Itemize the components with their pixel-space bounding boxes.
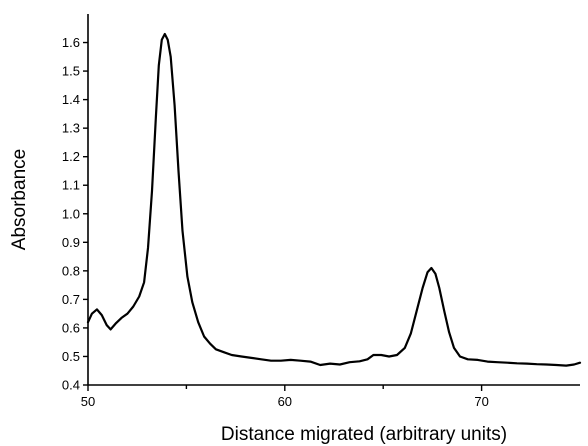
absorbance-series-line — [86, 32, 582, 367]
y-tick-label: 0.9 — [62, 235, 80, 250]
x-tick-label: 70 — [474, 394, 488, 409]
y-tick-label: 1.4 — [62, 92, 80, 107]
y-tick-label: 1.3 — [62, 121, 80, 136]
y-tick-label: 0.4 — [62, 378, 80, 393]
y-tick-label: 1.2 — [62, 149, 80, 164]
y-tick-label: 0.6 — [62, 320, 80, 335]
y-tick-label: 1.5 — [62, 64, 80, 79]
y-axis-title: Absorbance — [9, 149, 30, 250]
y-tick-label: 0.5 — [62, 349, 80, 364]
y-tick-label: 1.0 — [62, 206, 80, 221]
series-layer — [86, 32, 582, 367]
y-tick-label: 0.7 — [62, 292, 80, 307]
x-tick-label: 60 — [278, 394, 292, 409]
y-tick-label: 1.6 — [62, 35, 80, 50]
x-axis-title: Distance migrated (arbitrary units) — [221, 424, 507, 445]
y-axis-ticks: 0.4 0.5 0.6 0.7 0.8 0.9 1.0 1.1 1.2 1.3 1.4 1.5 1.6 — [62, 35, 88, 393]
x-tick-label: 50 — [81, 394, 95, 409]
y-tick-label: 0.8 — [62, 263, 80, 278]
y-tick-label: 1.1 — [62, 178, 80, 193]
x-axis-ticks: 50 60 70 — [81, 385, 489, 409]
